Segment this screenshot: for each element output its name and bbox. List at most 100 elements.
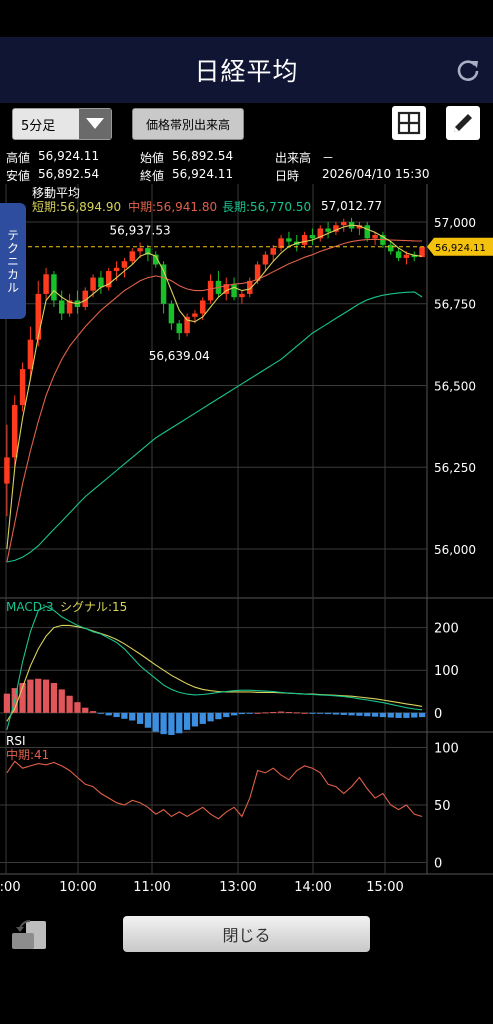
macd-histogram-bar <box>324 712 332 715</box>
macd-histogram-bar <box>246 712 253 714</box>
candle-body <box>207 280 214 301</box>
x-tick-label: 9:00 <box>0 880 21 895</box>
macd-legend-item: MACD:3 <box>6 600 54 614</box>
candle-body <box>247 280 253 294</box>
rsi-line <box>6 760 423 820</box>
candle-body <box>12 405 18 458</box>
candle-body <box>82 290 88 307</box>
candle-body <box>160 264 167 304</box>
macd-histogram-bar <box>332 712 340 715</box>
macd-histogram-bar <box>230 712 238 716</box>
macd-tick-label: 0 <box>434 707 442 722</box>
candle-body <box>4 457 10 484</box>
candle-body <box>153 254 159 265</box>
short-ma-line <box>6 224 423 550</box>
volume-by-price-button[interactable]: 価格帯別出来高 <box>132 108 244 140</box>
candle-body <box>419 246 425 258</box>
candle-body <box>51 274 57 301</box>
macd-histogram-bar <box>136 712 144 724</box>
datetime-value: 2026/04/10 15:30 <box>322 167 430 181</box>
chart-background <box>0 184 493 895</box>
candle-body <box>364 225 370 239</box>
candle-body <box>223 284 229 294</box>
candle-body <box>286 238 292 242</box>
rotate-screen-icon[interactable] <box>10 917 48 951</box>
candle-body <box>19 369 26 406</box>
interval-value: 5分足 <box>21 118 56 134</box>
layout-grid-icon[interactable] <box>392 106 426 140</box>
candle-body <box>231 284 237 298</box>
candle-body <box>333 225 339 232</box>
low-label: 安値 <box>6 169 31 183</box>
macd-histogram-bar <box>238 712 246 715</box>
macd-histogram-bar <box>152 712 159 732</box>
x-tick-label: 15:00 <box>366 880 403 895</box>
ma-legend-item: 長期:56,770.50 <box>222 200 311 214</box>
macd-histogram-bar <box>379 712 387 718</box>
candle-body <box>388 244 394 252</box>
candle-body <box>372 235 378 239</box>
x-tick-label: 13:00 <box>219 880 256 895</box>
macd-histogram-bar <box>411 712 418 718</box>
macd-histogram-bar <box>270 711 277 713</box>
open-value: 56,892.54 <box>172 149 234 163</box>
macd-histogram-bar <box>160 712 167 735</box>
price-info-panel: 高値 56,924.11 安値 56,892.54 始値 56,892.54 終… <box>0 145 493 185</box>
macd-histogram-bar <box>223 712 230 718</box>
close-label: 終値 <box>140 169 165 183</box>
macd-histogram-bar <box>340 712 347 715</box>
macd-tick-label: 200 <box>434 622 459 637</box>
ma-legend-item: 短期:56,894.90 <box>32 200 121 214</box>
candle-body <box>66 300 73 314</box>
macd-histogram-bar <box>19 682 26 713</box>
rsi-tick-label: 50 <box>434 799 451 814</box>
open-label: 始値 <box>140 151 165 165</box>
high-label: 高値 <box>6 151 31 165</box>
bottom-bar: 閉じる <box>0 895 493 975</box>
macd-histogram-bar <box>395 712 402 718</box>
macd-tick-label: 100 <box>434 664 459 679</box>
macd-histogram-bar <box>183 712 191 730</box>
low-value: 56,892.54 <box>38 167 100 181</box>
chevron-down-icon <box>79 109 111 139</box>
macd-histogram-bar <box>58 689 65 713</box>
price-tick-label: 56,750 <box>434 298 476 312</box>
macd-histogram-bar <box>3 693 11 713</box>
candle-body <box>395 251 402 258</box>
price-annotation: 56,639.04 <box>149 349 210 363</box>
macd-histogram-bar <box>35 678 42 713</box>
candle-body <box>309 235 316 239</box>
page-title: 日経平均 <box>194 57 299 86</box>
refresh-icon[interactable] <box>455 57 481 83</box>
candle-body <box>98 277 104 288</box>
technical-tab[interactable]: テクニカル <box>0 203 26 319</box>
price-tick-label: 56,250 <box>434 461 476 475</box>
macd-histogram-bar <box>50 682 58 713</box>
rsi-legend-title: RSI <box>6 734 26 748</box>
macd-histogram-bar <box>168 712 175 735</box>
macd-histogram-bar <box>356 712 363 716</box>
macd-histogram-bar <box>403 712 410 718</box>
chart-area[interactable]: 9:00 10:00 11:00 13:00 14:00 15:00 56,000 56,25… <box>0 184 493 895</box>
candle-body <box>270 248 276 255</box>
volume-label: 出来高 <box>275 151 312 165</box>
x-tick-label: 14:00 <box>294 880 331 895</box>
macd-histogram-bar <box>293 712 300 714</box>
macd-histogram-bar <box>364 712 371 717</box>
interval-select[interactable]: 5分足 <box>12 108 112 140</box>
header-bar: 日経平均 <box>0 37 493 103</box>
candle-body <box>356 225 363 229</box>
status-bar <box>0 0 493 37</box>
macd-histogram-bar <box>215 712 222 720</box>
macd-histogram-bar <box>89 711 97 713</box>
macd-signal-line <box>6 624 423 722</box>
close-value: 56,924.11 <box>172 167 234 181</box>
macd-histogram-bar <box>317 712 324 714</box>
close-button[interactable]: 閉じる <box>123 916 370 952</box>
candle-body <box>176 323 182 334</box>
macd-histogram-bar <box>66 695 73 713</box>
macd-histogram-bar <box>277 711 285 713</box>
candle-body <box>106 271 112 288</box>
pencil-icon[interactable] <box>446 106 480 140</box>
candle-body <box>317 228 323 239</box>
